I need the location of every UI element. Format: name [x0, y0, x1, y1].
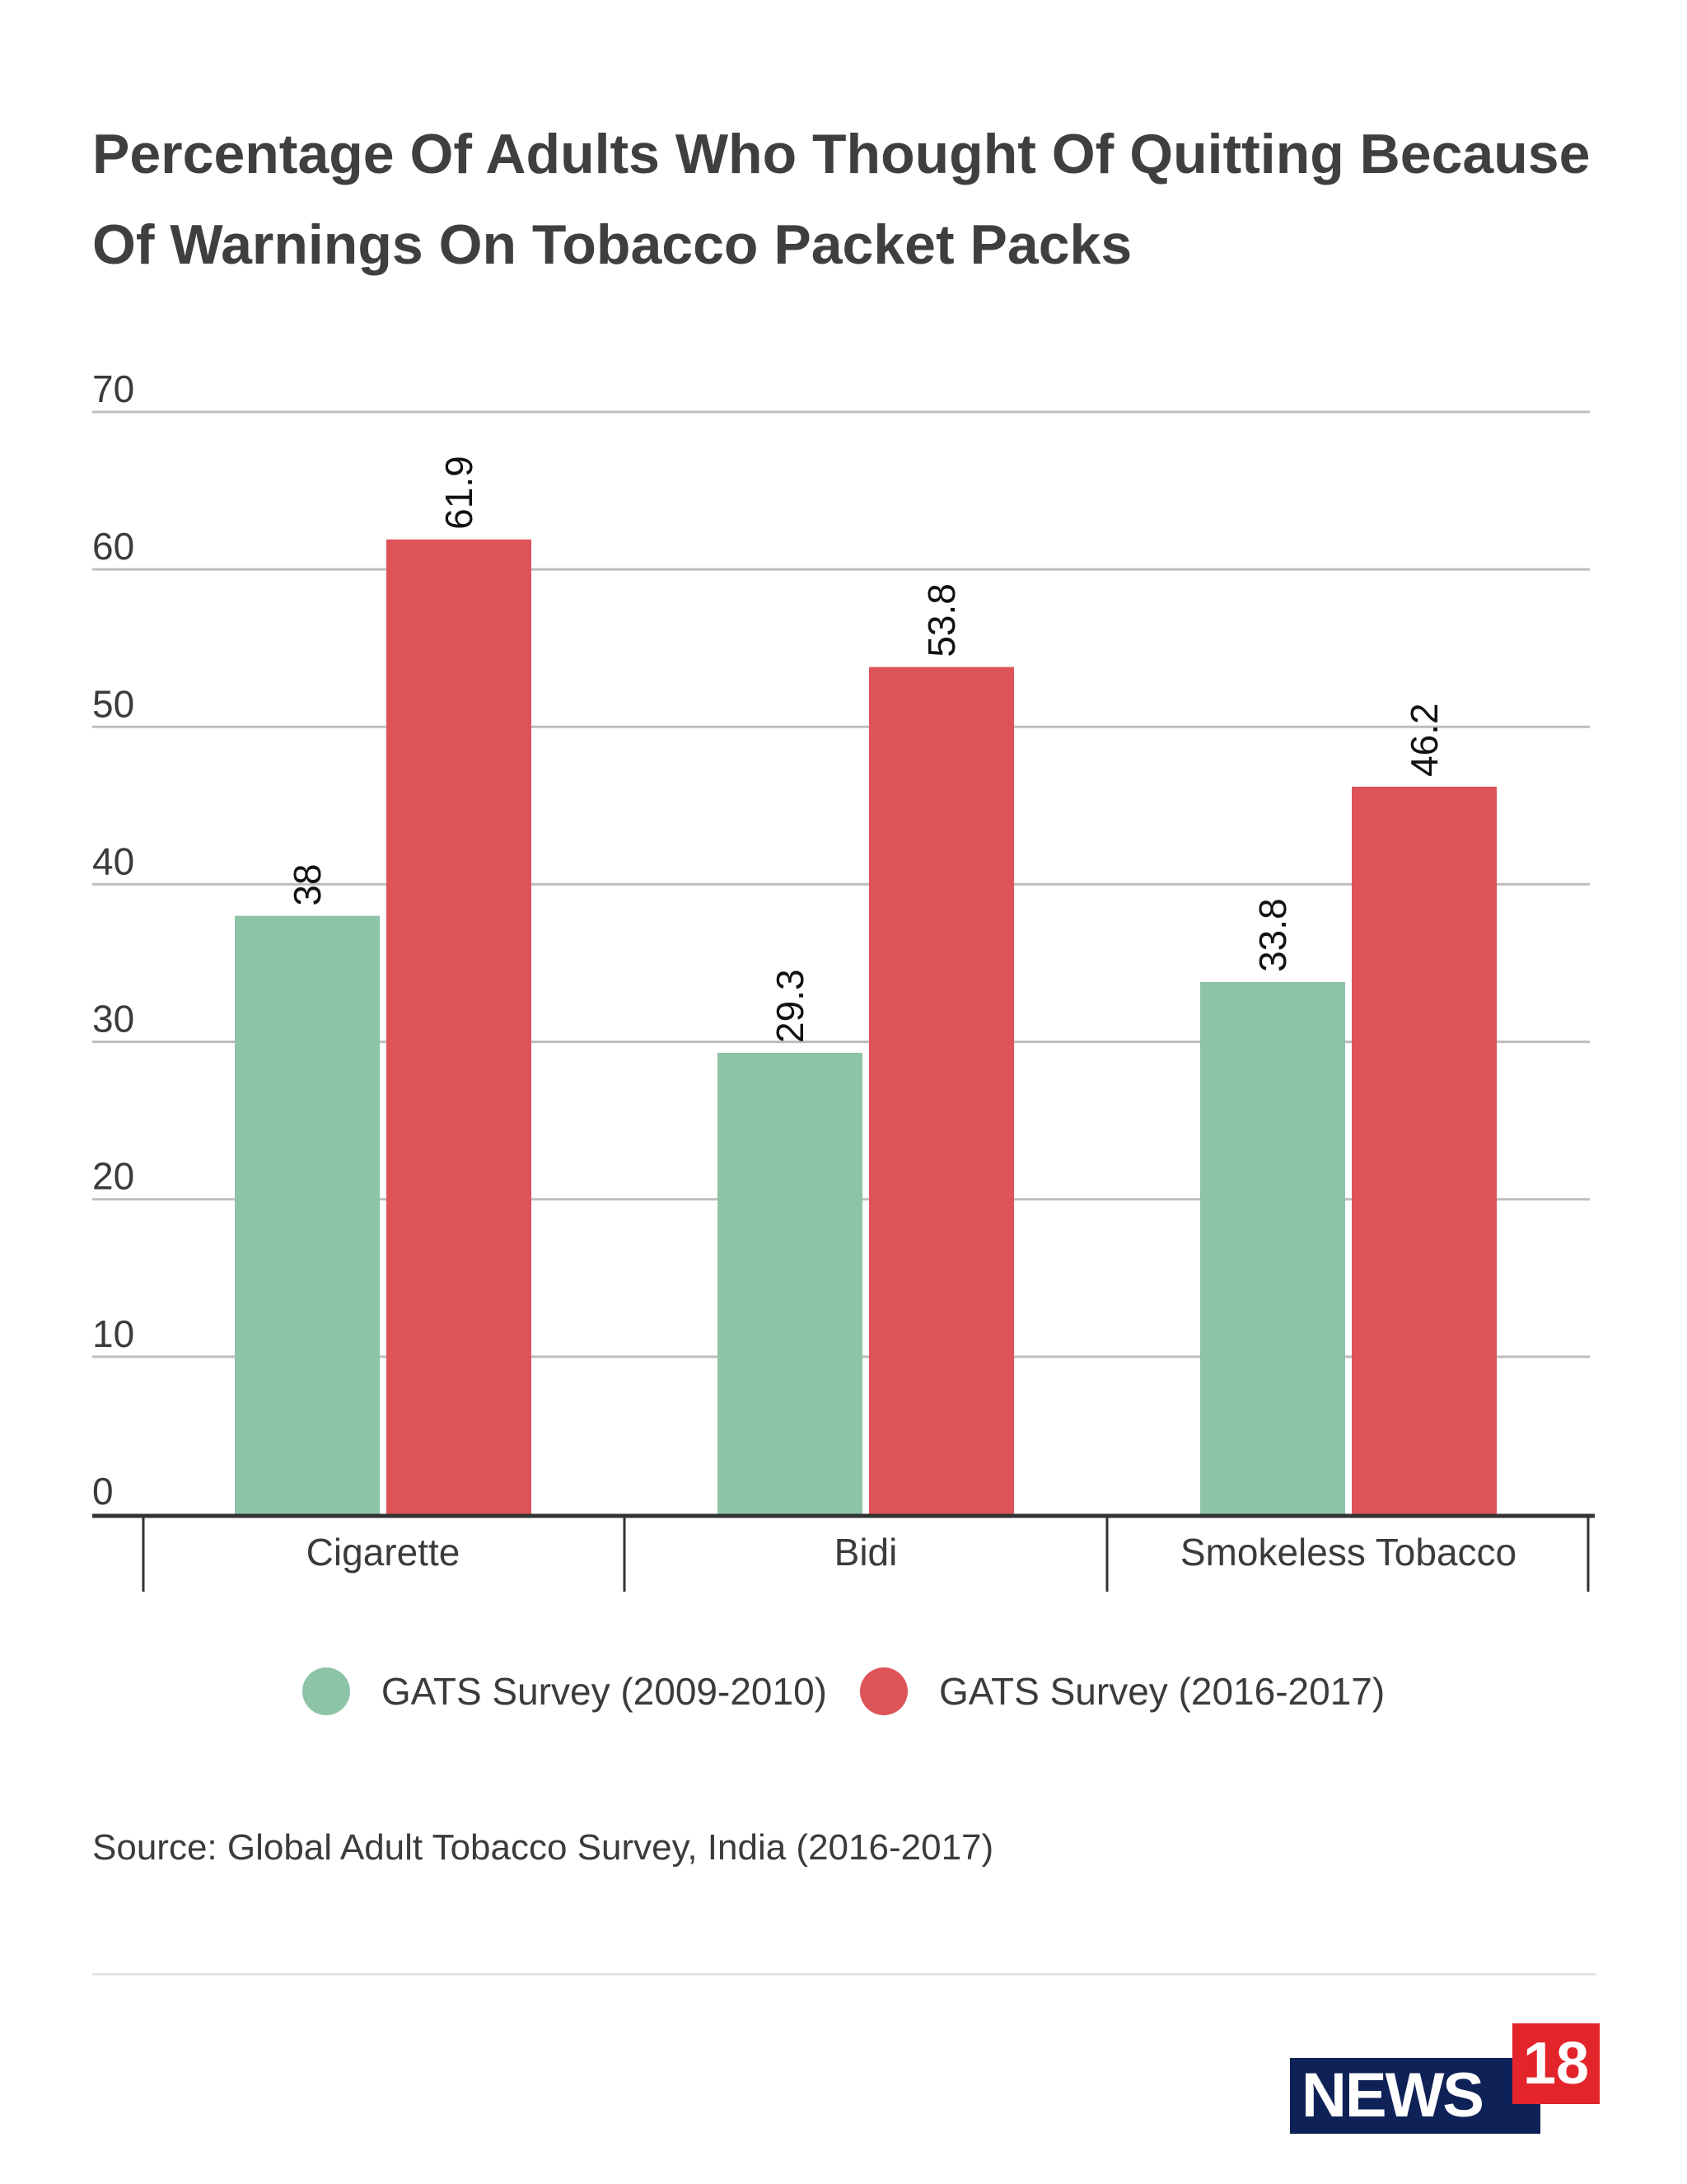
y-tick-label: 40: [92, 839, 134, 882]
x-tick-label: Bidi: [834, 1531, 898, 1574]
data-labels: 38 61.9 29.3 53.8 33.8 46.2: [286, 456, 1446, 1043]
data-label: 38: [286, 863, 329, 905]
x-axis: Cigarette Bidi Smokeless Tobacco: [92, 1513, 1595, 1592]
chart-title: Percentage Of Adults Who Thought Of Quit…: [92, 123, 1591, 276]
y-tick-label: 70: [92, 367, 134, 410]
data-label: 61.9: [437, 456, 480, 530]
legend-swatch-red: [860, 1667, 908, 1715]
bar-gats-2009-2010: [1200, 981, 1345, 1514]
legend-swatch-green: [301, 1667, 350, 1715]
y-tick-label: 10: [92, 1312, 134, 1355]
data-label: 29.3: [769, 969, 811, 1043]
legend-label: GATS Survey (2009-2010): [381, 1670, 827, 1713]
bars: [235, 539, 1497, 1515]
news18-logo: NEWS 18: [1290, 2023, 1600, 2134]
footer-divider: [92, 1973, 1596, 1976]
y-tick-label: 50: [92, 682, 134, 725]
logo-wordmark: NEWS: [1290, 2058, 1540, 2134]
y-tick-label: 20: [92, 1155, 134, 1198]
source-note: Source: Global Adult Tobacco Survey, Ind…: [92, 1827, 994, 1868]
bar-gats-2009-2010: [717, 1052, 862, 1514]
data-label: 53.8: [920, 583, 963, 657]
legend: GATS Survey (2009-2010) GATS Survey (201…: [0, 1667, 1687, 1715]
bar-gats-2016-2017: [386, 539, 531, 1515]
logo-number: 18: [1512, 2023, 1600, 2104]
x-tick-label: Cigarette: [306, 1531, 460, 1574]
bar-chart: 0 10 20 30 40 50 60 70 38 61.9 29.3 53.8 33.8 46.2 C…: [92, 367, 1595, 1592]
bar-gats-2016-2017: [869, 666, 1014, 1515]
bar-gats-2016-2017: [1352, 786, 1497, 1514]
y-axis-tick-labels: 0 10 20 30 40 50 60 70: [92, 367, 134, 1513]
x-tick-label: Smokeless Tobacco: [1180, 1531, 1516, 1574]
y-tick-label: 60: [92, 525, 134, 568]
y-tick-label: 0: [92, 1470, 114, 1513]
data-label: 46.2: [1403, 703, 1446, 777]
y-tick-label: 30: [92, 998, 134, 1041]
legend-item-2009-2010: GATS Survey (2009-2010): [301, 1667, 827, 1715]
legend-label: GATS Survey (2016-2017): [939, 1670, 1386, 1713]
data-label: 33.8: [1251, 898, 1294, 972]
legend-item-2016-2017: GATS Survey (2016-2017): [860, 1667, 1385, 1715]
bar-gats-2009-2010: [235, 915, 380, 1514]
